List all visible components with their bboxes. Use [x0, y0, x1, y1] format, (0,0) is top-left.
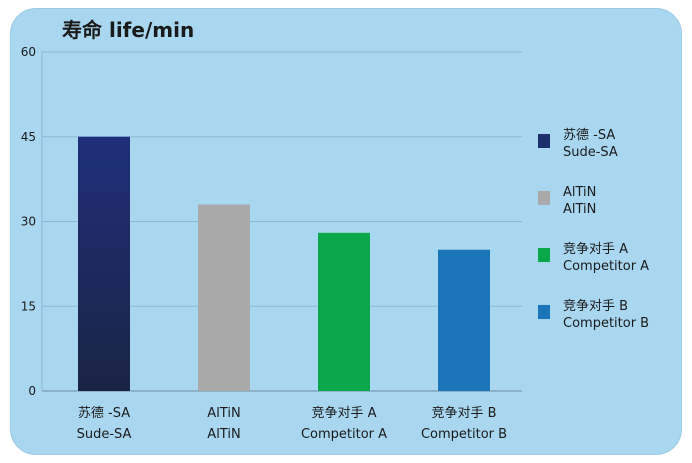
x-tick-label-en: Sude-SA: [77, 427, 132, 442]
legend-label-en: Sude-SA: [563, 145, 618, 160]
legend-label-zh: 苏德 -SA: [563, 127, 615, 143]
chart-title: 寿命 life/min: [62, 18, 194, 42]
x-tick-label-en: Competitor B: [421, 427, 507, 442]
bar-competitor-a: [318, 232, 370, 391]
x-tick-label-zh: AlTiN: [207, 406, 240, 421]
legend-label-zh: AlTiN: [563, 185, 596, 200]
bar-sude-sa: [78, 136, 130, 391]
legend-label-en: AlTiN: [563, 202, 596, 217]
legend-label-zh: 竞争对手 B: [563, 298, 628, 314]
x-tick-label-en: AlTiN: [207, 427, 240, 442]
legend-label-zh: 竞争对手 A: [563, 241, 628, 257]
legend-label-en: Competitor A: [563, 259, 649, 274]
x-tick-label-zh: 竞争对手 B: [431, 405, 496, 421]
x-tick-label-zh: 竞争对手 A: [311, 405, 376, 421]
legend-swatch: [538, 134, 550, 148]
bar-altin: [198, 204, 250, 391]
legend-swatch: [538, 248, 550, 262]
x-tick-labels: 苏德 -SA Sude-SA AlTiN AlTiN 竞争对手 A Competitor …: [77, 405, 507, 442]
bars: [78, 136, 490, 391]
y-tick-label: 45: [21, 130, 36, 144]
y-tick-label: 60: [21, 45, 36, 59]
y-tick-label: 0: [28, 384, 36, 398]
bar-competitor-b: [438, 249, 490, 391]
legend-swatch: [538, 191, 550, 205]
legend: 苏德 -SA Sude-SA AlTiN AlTiN 竞争对手 A Competitor …: [538, 127, 649, 331]
legend-swatch: [538, 305, 550, 319]
legend-label-en: Competitor B: [563, 316, 649, 331]
y-tick-labels: 60 45 30 15 0: [21, 45, 36, 398]
x-tick-label-en: Competitor A: [301, 427, 387, 442]
y-tick-label: 30: [21, 215, 36, 229]
x-tick-label-zh: 苏德 -SA: [78, 405, 130, 421]
y-tick-label: 15: [21, 299, 36, 313]
